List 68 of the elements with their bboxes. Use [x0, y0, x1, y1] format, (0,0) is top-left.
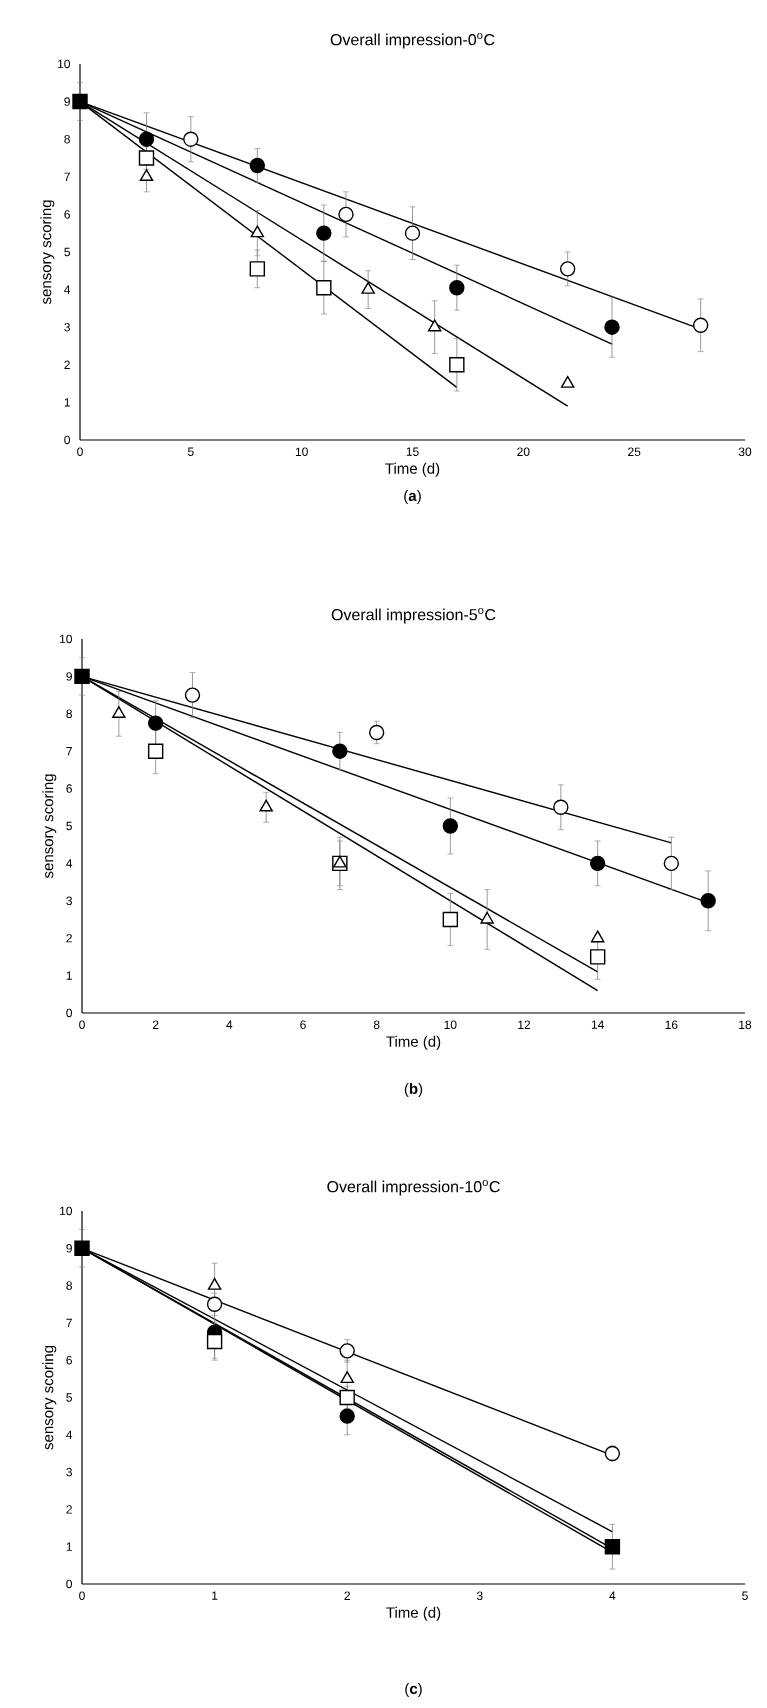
y-tick-label: 3	[66, 1467, 72, 1477]
x-tick-label: 0	[79, 1591, 85, 1601]
x-tick-label: 1	[212, 1591, 218, 1600]
x-tick-label: 10	[295, 447, 308, 456]
chart-title: Overall impression-10$^{o}$C	[327, 1179, 500, 1196]
y-tick-label: 6	[66, 1355, 72, 1365]
x-tick-label: 25	[628, 447, 641, 456]
x-tick-label: 12	[518, 1020, 531, 1029]
y-tick-label: 3	[64, 322, 70, 332]
y-tick-label: 0	[66, 1008, 73, 1018]
x-tick-label: 3	[476, 1591, 483, 1601]
chart-title: Overall impression-5$^{o}$C	[331, 607, 496, 624]
x-tick-label: 2	[344, 1591, 350, 1600]
y-tick-label: 5	[66, 1393, 72, 1402]
y-tick-label: 2	[66, 1505, 72, 1514]
y-tick-label: 3	[66, 896, 72, 906]
y-tick-label: 2	[64, 360, 70, 369]
y-tick-label: 2	[66, 934, 72, 943]
x-tick-label: 2	[152, 1020, 159, 1029]
y-tick-label: 7	[64, 172, 70, 181]
x-tick-label: 0	[79, 1020, 85, 1029]
y-tick-label: 4	[64, 285, 71, 294]
text: (a)	[404, 489, 421, 504]
x-tick-label: 4	[609, 1591, 616, 1600]
y-tick-label: 1	[66, 1542, 72, 1551]
y-tick-label: 10	[58, 59, 71, 69]
x-tick-label: 16	[665, 1020, 678, 1029]
y-tick-label: 9	[64, 97, 70, 106]
y-tick-label: 0	[64, 435, 71, 445]
y-tick-label: 1	[64, 398, 70, 407]
x-tick-label: 18	[739, 1020, 752, 1029]
text: (b)	[404, 1082, 423, 1097]
y-tick-label: 8	[66, 709, 72, 719]
y-tick-label: 9	[66, 672, 72, 681]
x-tick-label: 20	[517, 447, 530, 456]
x-tick-label: 5	[742, 1591, 748, 1600]
x-axis-title: Time (d)	[386, 1035, 441, 1050]
x-axis-title: Time (d)	[386, 1606, 441, 1621]
x-tick-label: 8	[373, 1020, 380, 1029]
y-tick-label: 5	[64, 247, 70, 257]
y-tick-label: 6	[66, 784, 72, 793]
text: (c)	[405, 1682, 422, 1697]
x-tick-label: 10	[444, 1020, 457, 1029]
x-tick-label: 15	[406, 447, 419, 456]
x-tick-label: 0	[77, 447, 83, 456]
y-tick-label: 10	[60, 1206, 73, 1216]
y-tick-label: 8	[66, 1281, 72, 1290]
x-axis-title: Time (d)	[385, 462, 440, 477]
y-axis-title: sensory scoring	[40, 200, 55, 305]
y-tick-label: 8	[64, 134, 70, 144]
y-axis-title: sensory scoring	[42, 1345, 57, 1450]
x-tick-label: 14	[591, 1020, 604, 1029]
y-tick-label: 9	[66, 1244, 72, 1253]
y-tick-label: 4	[66, 1430, 73, 1439]
chart-title: Overall impression-0$^{o}$C	[330, 32, 495, 49]
x-tick-label: 5	[187, 447, 194, 456]
y-tick-label: 5	[66, 821, 72, 831]
y-tick-label: 1	[66, 971, 72, 980]
x-tick-label: 30	[738, 447, 752, 456]
y-tick-label: 7	[66, 747, 72, 756]
y-tick-label: 7	[66, 1318, 72, 1328]
y-tick-label: 4	[66, 859, 73, 868]
y-axis-title: sensory scoring	[42, 774, 57, 879]
y-tick-label: 6	[64, 210, 70, 219]
y-tick-label: 10	[60, 634, 73, 644]
y-tick-label: 0	[66, 1579, 73, 1589]
x-tick-label: 4	[226, 1020, 233, 1029]
x-tick-label: 6	[300, 1020, 306, 1029]
